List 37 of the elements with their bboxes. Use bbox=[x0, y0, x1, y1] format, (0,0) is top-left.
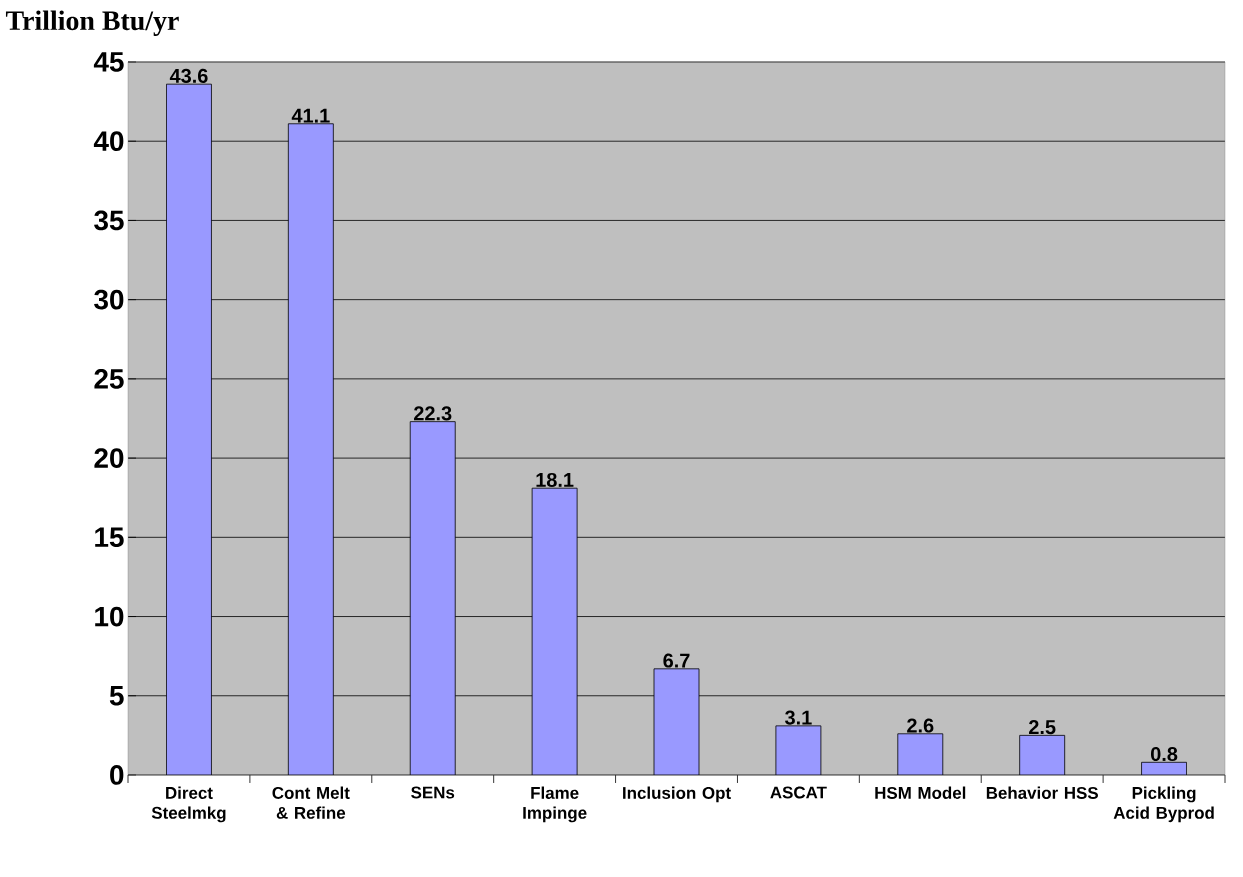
data-label: 22.3 bbox=[414, 406, 452, 421]
x-tick-label: ASCAT bbox=[770, 786, 827, 799]
y-tick-label: 0 bbox=[110, 765, 124, 785]
bar bbox=[653, 668, 700, 775]
x-tick-label: Behavior HSS bbox=[986, 786, 1098, 799]
y-tick-label: 20 bbox=[94, 448, 124, 468]
y-tick-label: 35 bbox=[94, 210, 124, 231]
y-tick-label: 40 bbox=[93, 131, 124, 152]
y-tick-label: 25 bbox=[94, 369, 124, 389]
bar bbox=[409, 421, 456, 775]
y-tick-label: 5 bbox=[109, 686, 124, 706]
y-tick-label: 15 bbox=[95, 527, 124, 548]
bar bbox=[897, 733, 944, 775]
data-label: 41.1 bbox=[291, 108, 330, 123]
data-label: 18.1 bbox=[536, 472, 574, 487]
data-label: 2.5 bbox=[1029, 720, 1056, 735]
bar bbox=[531, 487, 578, 775]
data-label: 3.1 bbox=[785, 710, 812, 725]
bar bbox=[287, 123, 334, 775]
bar bbox=[775, 725, 822, 775]
data-label: 43.6 bbox=[169, 68, 208, 83]
data-label: 0.8 bbox=[1150, 747, 1178, 762]
y-tick-label: 10 bbox=[95, 606, 124, 627]
y-axis-title: Trillion Btu/yr bbox=[5, 10, 179, 36]
bar bbox=[166, 83, 212, 775]
y-tick-label: 30 bbox=[94, 289, 124, 310]
bar bbox=[1019, 734, 1066, 775]
data-label: 2.6 bbox=[907, 718, 934, 733]
data-label: 6.7 bbox=[663, 653, 690, 668]
x-tick-label: Flame Impinge bbox=[523, 786, 587, 823]
x-tick-label: SENs bbox=[411, 786, 455, 799]
x-tick-label: Direct Steelmkg bbox=[151, 786, 226, 823]
x-tick-label: Pickling Acid Byprod bbox=[1113, 786, 1214, 823]
y-tick-label: 45 bbox=[93, 52, 124, 72]
x-tick-label: Inclusion Opt bbox=[623, 786, 731, 803]
x-tick-label: HSM Model bbox=[875, 786, 966, 799]
x-tick-label: Cont Melt & Refine bbox=[272, 786, 350, 819]
